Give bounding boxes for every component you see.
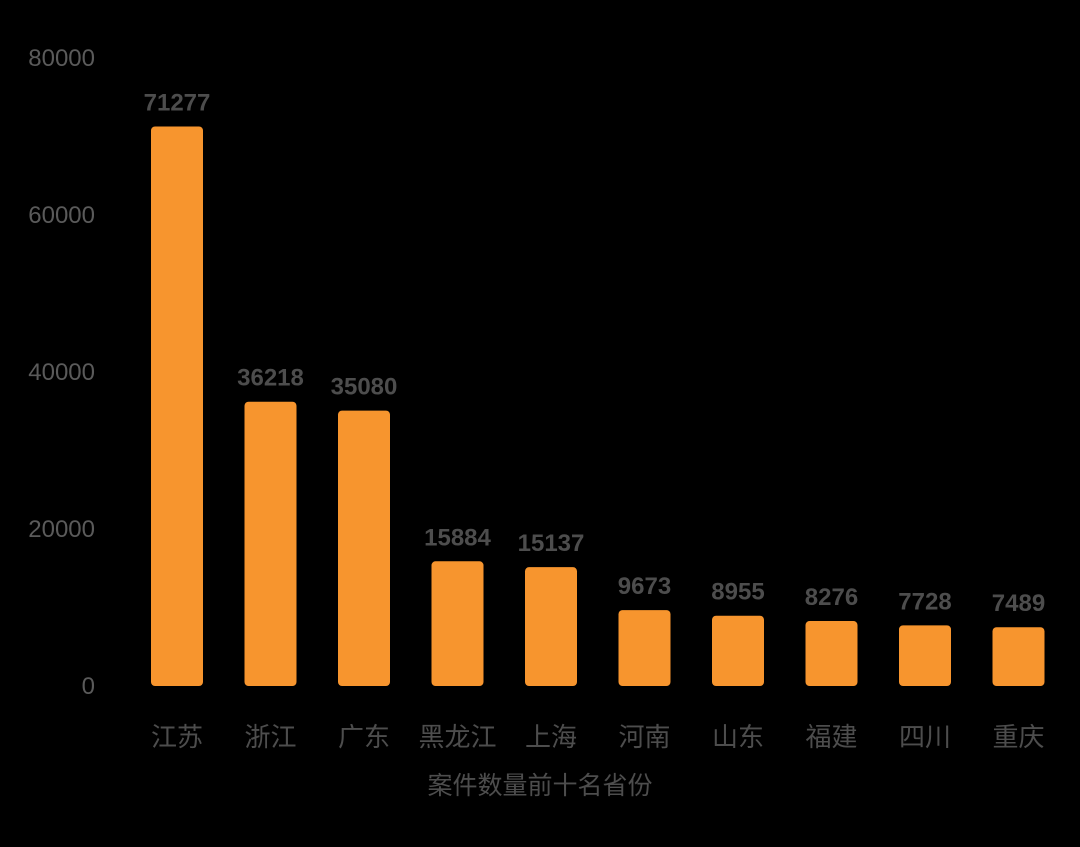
x-tick-label: 黑龙江: [418, 723, 496, 753]
y-tick-label: 60000: [28, 202, 95, 229]
bar: [525, 567, 577, 686]
x-tick-label: 上海: [525, 723, 577, 753]
bar-value-label: 15884: [424, 524, 491, 551]
x-axis: 江苏 浙江 广东 黑龙江 上海 河南 山东 福建 四川 重庆: [151, 723, 1045, 753]
x-tick-label: 浙江: [244, 723, 296, 753]
x-tick-label: 广东: [338, 723, 390, 753]
y-tick-label: 20000: [28, 516, 95, 543]
bar: [244, 401, 297, 686]
y-tick-label: 80000: [28, 45, 95, 72]
x-tick-label: 四川: [899, 723, 951, 753]
x-tick-label: 重庆: [992, 723, 1044, 753]
value-labels-group: 71277 36218 35080 15884 15137 9673 8955 8276 772…: [144, 89, 1046, 617]
bar-value-label: 15137: [518, 530, 585, 557]
bar: [431, 561, 484, 686]
y-axis: 0 20000 40000 60000 80000: [28, 45, 95, 700]
bar-value-label: 9673: [618, 573, 671, 600]
bar: [805, 621, 858, 686]
bars-group: [151, 126, 1045, 687]
x-tick-label: 河南: [618, 723, 670, 753]
x-axis-title: 案件数量前十名省份: [427, 771, 652, 800]
bar-value-label: 7728: [898, 588, 951, 615]
y-tick-label: 40000: [28, 359, 95, 386]
bar: [899, 625, 951, 686]
bar: [151, 126, 203, 687]
bar: [712, 615, 764, 686]
bar: [338, 410, 390, 686]
bar-value-label: 8276: [805, 584, 858, 611]
x-tick-label: 山东: [712, 723, 764, 753]
bar-value-label: 35080: [331, 374, 398, 401]
bar-value-label: 71277: [144, 89, 211, 116]
x-tick-label: 江苏: [151, 723, 203, 753]
bar-value-label: 36218: [237, 365, 304, 392]
bar-value-label: 8955: [711, 579, 764, 606]
bar-value-label: 7489: [992, 590, 1045, 617]
x-tick-label: 福建: [805, 723, 857, 753]
bar: [618, 610, 671, 686]
y-tick-label: 0: [82, 673, 95, 700]
bar: [992, 627, 1045, 686]
